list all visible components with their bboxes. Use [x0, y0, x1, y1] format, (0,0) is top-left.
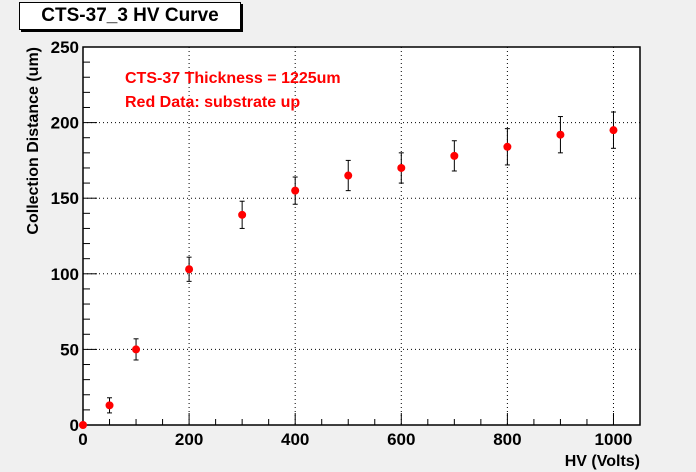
data-point — [238, 210, 247, 219]
y-tick-label: 100 — [51, 265, 79, 284]
plot-area — [82, 46, 641, 426]
annotation-substrate: Red Data: substrate up — [125, 94, 300, 111]
y-tick-label: 0 — [70, 416, 79, 435]
y-tick-label: 250 — [51, 38, 79, 57]
x-axis-title: HV (Volts) — [565, 453, 640, 470]
data-point — [132, 345, 141, 354]
data-point — [503, 142, 512, 151]
data-points — [79, 126, 618, 429]
data-point — [79, 421, 87, 429]
x-tick-label: 1000 — [595, 430, 633, 449]
y-tick-label: 50 — [60, 340, 79, 359]
y-tick-label: 150 — [51, 189, 79, 208]
data-point — [105, 401, 114, 410]
chart-title: CTS-37_3 HV Curve — [19, 2, 241, 30]
data-point — [556, 130, 565, 139]
data-point — [397, 163, 406, 172]
tick-labels: 0 200 400 600 800 1000 0 50 100 150 200 250 — [51, 38, 633, 449]
data-point — [450, 151, 459, 160]
data-point — [185, 265, 194, 274]
x-tick-label: 800 — [493, 430, 521, 449]
data-point — [609, 126, 618, 135]
y-axis-title: Collection Distance (um) — [25, 47, 42, 235]
data-point — [344, 171, 353, 180]
x-tick-label: 600 — [387, 430, 415, 449]
annotation-thickness: CTS-37 Thickness = 1225um — [125, 70, 341, 87]
x-tick-label: 400 — [281, 430, 309, 449]
x-tick-label: 200 — [175, 430, 203, 449]
x-tick-label: 0 — [78, 430, 87, 449]
y-tick-label: 200 — [51, 114, 79, 133]
grid-lines — [83, 46, 640, 425]
data-point — [291, 186, 300, 195]
